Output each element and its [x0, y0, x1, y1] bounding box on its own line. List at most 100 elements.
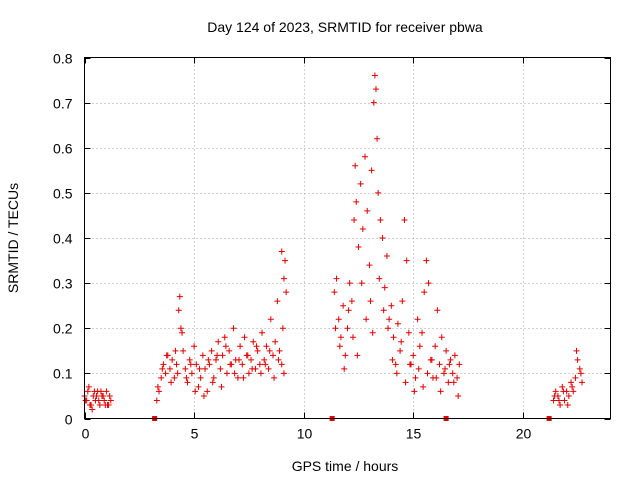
data-point: [450, 379, 457, 386]
data-point: [552, 388, 559, 395]
data-point: [159, 365, 166, 372]
data-point: [386, 316, 393, 323]
data-point: [183, 374, 190, 381]
data-point: [250, 338, 257, 345]
data-point: [577, 370, 584, 377]
data-point: [163, 352, 170, 359]
data-point: [171, 374, 178, 381]
data-point: [446, 361, 453, 368]
data-point: [434, 307, 441, 314]
data-point: [438, 334, 445, 341]
data-point: [412, 374, 419, 381]
data-point: [156, 388, 163, 395]
data-point: [565, 392, 572, 399]
data-point: [248, 356, 255, 363]
data-point: [555, 397, 562, 404]
data-point: [447, 356, 454, 363]
data-point: [389, 356, 396, 363]
data-point: [411, 388, 418, 395]
data-point: [205, 356, 212, 363]
data-point: [421, 289, 428, 296]
data-point: [572, 374, 579, 381]
data-point: [406, 361, 413, 368]
y-tick-label: 0.6: [53, 141, 73, 157]
data-point: [266, 347, 273, 354]
data-point: [97, 388, 104, 395]
data-point: [279, 325, 286, 332]
data-point: [377, 216, 384, 223]
data-point: [276, 347, 283, 354]
data-point: [244, 352, 251, 359]
data-point: [340, 302, 347, 309]
data-point: [560, 388, 567, 395]
data-point: [160, 361, 167, 368]
data-point: [278, 361, 285, 368]
data-point: [551, 392, 558, 399]
data-point: [574, 356, 581, 363]
data-point: [221, 334, 228, 341]
data-point: [420, 383, 427, 390]
data-point: [240, 374, 247, 381]
data-point: [363, 316, 370, 323]
data-point: [82, 397, 89, 404]
data-point: [261, 356, 268, 363]
data-point: [257, 370, 264, 377]
data-point: [262, 361, 269, 368]
data-point: [272, 338, 279, 345]
data-point: [394, 320, 401, 327]
data-point: [195, 383, 202, 390]
data-point: [405, 329, 412, 336]
data-point: [371, 72, 378, 79]
data-point: [557, 401, 564, 408]
data-point: [414, 316, 421, 323]
data-point: [101, 397, 108, 404]
data-point: [202, 365, 209, 372]
data-point: [576, 365, 583, 372]
data-point: [208, 347, 215, 354]
data-point: [168, 379, 175, 386]
data-point: [236, 356, 243, 363]
data-point: [437, 388, 444, 395]
data-point: [173, 361, 180, 368]
data-point: [182, 365, 189, 372]
data-point: [331, 289, 338, 296]
data-point: [253, 343, 260, 350]
data-point: [206, 361, 213, 368]
data-point: [357, 180, 364, 187]
data-point: [348, 298, 355, 305]
data-point: [172, 347, 179, 354]
data-point: [570, 388, 577, 395]
data-point: [345, 307, 352, 314]
data-point: [393, 370, 400, 377]
data-point: [346, 280, 353, 287]
data-point: [219, 352, 226, 359]
data-point: [449, 370, 456, 377]
data-point: [392, 361, 399, 368]
data-point: [564, 401, 571, 408]
data-point: [278, 248, 285, 255]
data-point: [197, 374, 204, 381]
data-point: [442, 365, 449, 372]
data-point: [271, 374, 278, 381]
data-point: [335, 316, 342, 323]
data-point: [200, 392, 207, 399]
data-point: [234, 374, 241, 381]
data-point: [379, 235, 386, 241]
data-point: [358, 280, 365, 287]
data-point: [381, 284, 388, 291]
data-point: [199, 352, 206, 359]
data-point: [398, 338, 405, 345]
y-tick-label: 0.1: [53, 366, 73, 382]
data-point: [179, 329, 186, 336]
y-tick-labels: 0 0.1 0.2 0.3 0.4 0.5 0.6 0.7 0.8: [53, 51, 73, 428]
data-point: [93, 392, 100, 399]
x-tick-label: 10: [297, 426, 313, 442]
x-axis-title: GPS time / hours: [292, 458, 399, 474]
data-point: [169, 356, 176, 363]
data-point: [579, 379, 586, 386]
data-point: [573, 347, 580, 354]
data-point: [561, 397, 568, 404]
data-point: [568, 379, 575, 386]
data-point: [174, 370, 181, 377]
data-point: [424, 370, 431, 377]
